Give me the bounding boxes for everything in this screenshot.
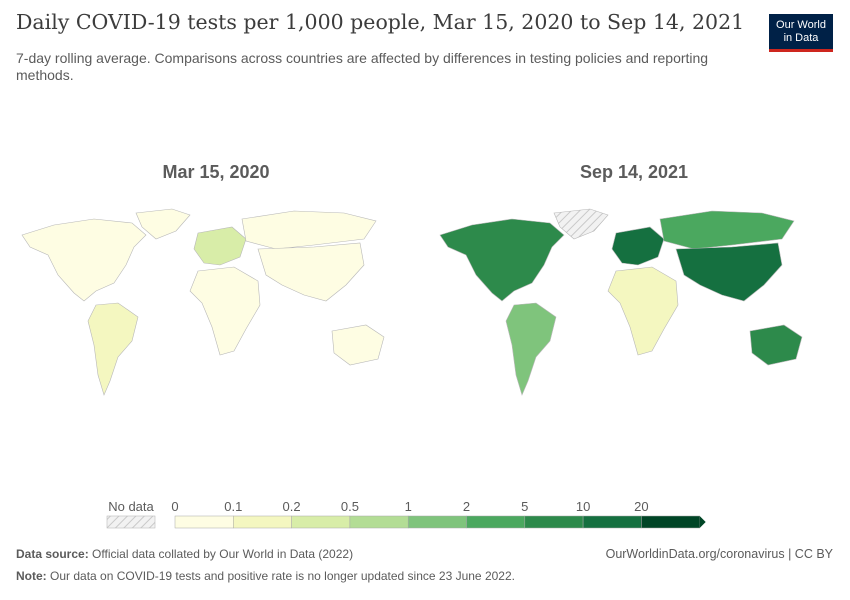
region-north-america[interactable] (21, 218, 147, 302)
source-url[interactable]: OurWorldinData.org/coronavirus | CC BY (605, 547, 833, 561)
data-source-text: Official data collated by Our World in D… (92, 547, 354, 561)
legend-tick-label: 10 (576, 499, 590, 514)
legend-bin-7 (582, 515, 642, 529)
world-map-2021[interactable] (432, 205, 828, 405)
data-source-label: Data source: (16, 547, 89, 561)
legend-tick-label: 20 (634, 499, 648, 514)
region-south-america[interactable] (87, 302, 139, 396)
region-russia[interactable] (659, 210, 795, 250)
region-north-america[interactable] (439, 218, 565, 302)
color-legend: No data 0 0.1 0.2 0.5 1 2 5 10 20 (106, 499, 706, 529)
legend-tick-label: 2 (463, 499, 470, 514)
note-line: Note: Our data on COVID-19 tests and pos… (16, 569, 515, 583)
region-russia[interactable] (241, 210, 377, 250)
legend-bin-0 (174, 515, 234, 529)
logo-line-2: in Data (783, 32, 819, 44)
region-south-america[interactable] (505, 302, 557, 396)
region-greenland[interactable] (553, 208, 609, 240)
legend-bin-4 (407, 515, 467, 529)
legend-no-data-swatch (106, 515, 156, 529)
region-africa[interactable] (607, 266, 679, 356)
legend-tick-label: 1 (405, 499, 412, 514)
region-greenland[interactable] (135, 208, 191, 240)
region-europe[interactable] (193, 226, 247, 266)
chart-subtitle: 7-day rolling average. Comparisons acros… (16, 50, 709, 83)
legend-bin-2 (291, 515, 351, 529)
legend-arrow (699, 516, 706, 528)
legend-tick-label: 5 (521, 499, 528, 514)
region-australia[interactable] (749, 324, 803, 366)
region-australia[interactable] (331, 324, 385, 366)
region-africa[interactable] (189, 266, 261, 356)
world-map-2020[interactable] (14, 205, 410, 405)
legend-tick-label: 0.1 (224, 499, 242, 514)
legend-no-data-label: No data (108, 499, 154, 514)
panel-title-2020: Mar 15, 2020 (162, 162, 270, 182)
chart-title: Daily COVID-19 tests per 1,000 people, M… (16, 10, 745, 34)
region-asia[interactable] (257, 242, 365, 302)
legend-bin-5 (466, 515, 526, 529)
note-label: Note: (16, 569, 47, 583)
legend-bin-1 (233, 515, 292, 529)
legend-bin-6 (524, 515, 584, 529)
panel-title-2021: Sep 14, 2021 (579, 162, 689, 182)
legend-tick-label: 0.5 (341, 499, 359, 514)
legend-bin-3 (349, 515, 409, 529)
note-text: Our data on COVID-19 tests and positive … (50, 569, 515, 583)
legend-tick-label: 0.2 (283, 499, 301, 514)
logo-line-1: Our World (776, 19, 826, 31)
data-source-line: Data source: Official data collated by O… (16, 547, 353, 561)
region-europe[interactable] (611, 226, 665, 266)
region-asia[interactable] (675, 242, 783, 302)
legend-tick-label: 0 (171, 499, 178, 514)
legend-bin-8 (641, 515, 700, 529)
owid-logo[interactable]: Our World in Data (769, 14, 833, 52)
